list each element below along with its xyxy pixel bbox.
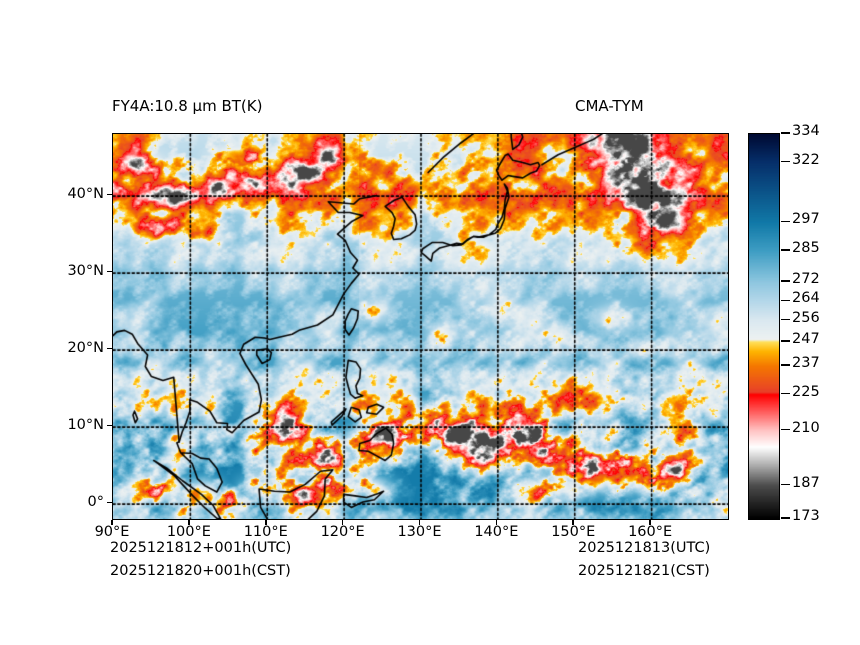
latitude-tick-label: 40°N bbox=[67, 185, 104, 202]
colorbar-gradient bbox=[749, 134, 779, 519]
colorbar-tick-mark bbox=[781, 132, 790, 134]
colorbar bbox=[748, 133, 780, 520]
latitude-tick-label: 10°N bbox=[67, 416, 104, 433]
longitude-tick-label: 130°E bbox=[397, 524, 442, 540]
longitude-tick-label: 110°E bbox=[243, 524, 288, 540]
latitude-tick-label: 0° bbox=[87, 493, 104, 510]
colorbar-tick-label: 297 bbox=[792, 211, 820, 228]
latitude-tick-label: 30°N bbox=[67, 262, 104, 279]
colorbar-tick-label: 264 bbox=[792, 290, 820, 307]
latitude-tick-mark bbox=[107, 424, 112, 427]
valid-time-cst: 2025121820+001h(CST) bbox=[110, 563, 291, 579]
colorbar-tick-mark bbox=[781, 318, 790, 321]
longitude-tick-label: 160°E bbox=[628, 524, 673, 540]
observation-time-utc: 2025121813(UTC) bbox=[578, 540, 711, 556]
colorbar-tick-mark bbox=[781, 392, 790, 395]
colorbar-tick-mark bbox=[781, 249, 790, 251]
latitude-tick-label: 20°N bbox=[67, 339, 104, 356]
colorbar-tick-label: 285 bbox=[792, 240, 820, 257]
longitude-tick-label: 100°E bbox=[166, 524, 211, 540]
longitude-tick-label: 150°E bbox=[551, 524, 596, 540]
colorbar-tick-label: 225 bbox=[792, 383, 820, 400]
longitude-tick-mark bbox=[418, 520, 421, 525]
colorbar-tick-label: 247 bbox=[792, 331, 820, 348]
colorbar-tick-label: 210 bbox=[792, 419, 820, 436]
longitude-tick-mark bbox=[495, 520, 498, 525]
longitude-tick-mark bbox=[341, 520, 344, 525]
latitude-tick-mark bbox=[107, 347, 112, 350]
graticule-overlay bbox=[113, 134, 728, 519]
colorbar-tick-mark bbox=[781, 220, 790, 223]
colorbar-tick-label: 173 bbox=[792, 508, 820, 524]
colorbar-tick-mark bbox=[781, 428, 790, 431]
colorbar-tick-label: 272 bbox=[792, 271, 820, 288]
longitude-tick-label: 140°E bbox=[474, 524, 519, 540]
latitude-tick-mark bbox=[107, 270, 112, 273]
longitude-tick-label: 120°E bbox=[320, 524, 365, 540]
colorbar-tick-label: 256 bbox=[792, 309, 820, 326]
longitude-tick-label: 90°E bbox=[94, 524, 130, 540]
colorbar-tick-label: 187 bbox=[792, 474, 820, 491]
colorbar-tick-mark bbox=[781, 517, 790, 519]
longitude-tick-mark bbox=[649, 520, 651, 525]
colorbar-tick-mark bbox=[781, 299, 790, 302]
colorbar-tick-mark bbox=[781, 340, 790, 342]
latitude-tick-mark bbox=[107, 501, 112, 504]
valid-time-utc: 2025121812+001h(UTC) bbox=[110, 540, 292, 556]
map-plot-area bbox=[112, 133, 729, 520]
page-title: FY4A:10.8 μm BT(K) bbox=[112, 97, 263, 115]
agency-label: CMA-TYM bbox=[575, 97, 644, 115]
colorbar-tick-mark bbox=[781, 483, 790, 486]
colorbar-tick-label: 322 bbox=[792, 151, 820, 168]
colorbar-tick-mark bbox=[781, 160, 790, 163]
longitude-tick-mark bbox=[572, 520, 575, 525]
longitude-tick-mark bbox=[188, 520, 190, 525]
colorbar-tick-mark bbox=[781, 280, 790, 283]
colorbar-tick-label: 334 bbox=[792, 123, 820, 139]
longitude-tick-mark bbox=[111, 520, 113, 525]
colorbar-tick-mark bbox=[781, 364, 790, 366]
latitude-tick-mark bbox=[107, 193, 112, 196]
longitude-tick-mark bbox=[264, 520, 267, 525]
colorbar-tick-label: 237 bbox=[792, 354, 820, 371]
observation-time-cst: 2025121821(CST) bbox=[578, 563, 710, 579]
